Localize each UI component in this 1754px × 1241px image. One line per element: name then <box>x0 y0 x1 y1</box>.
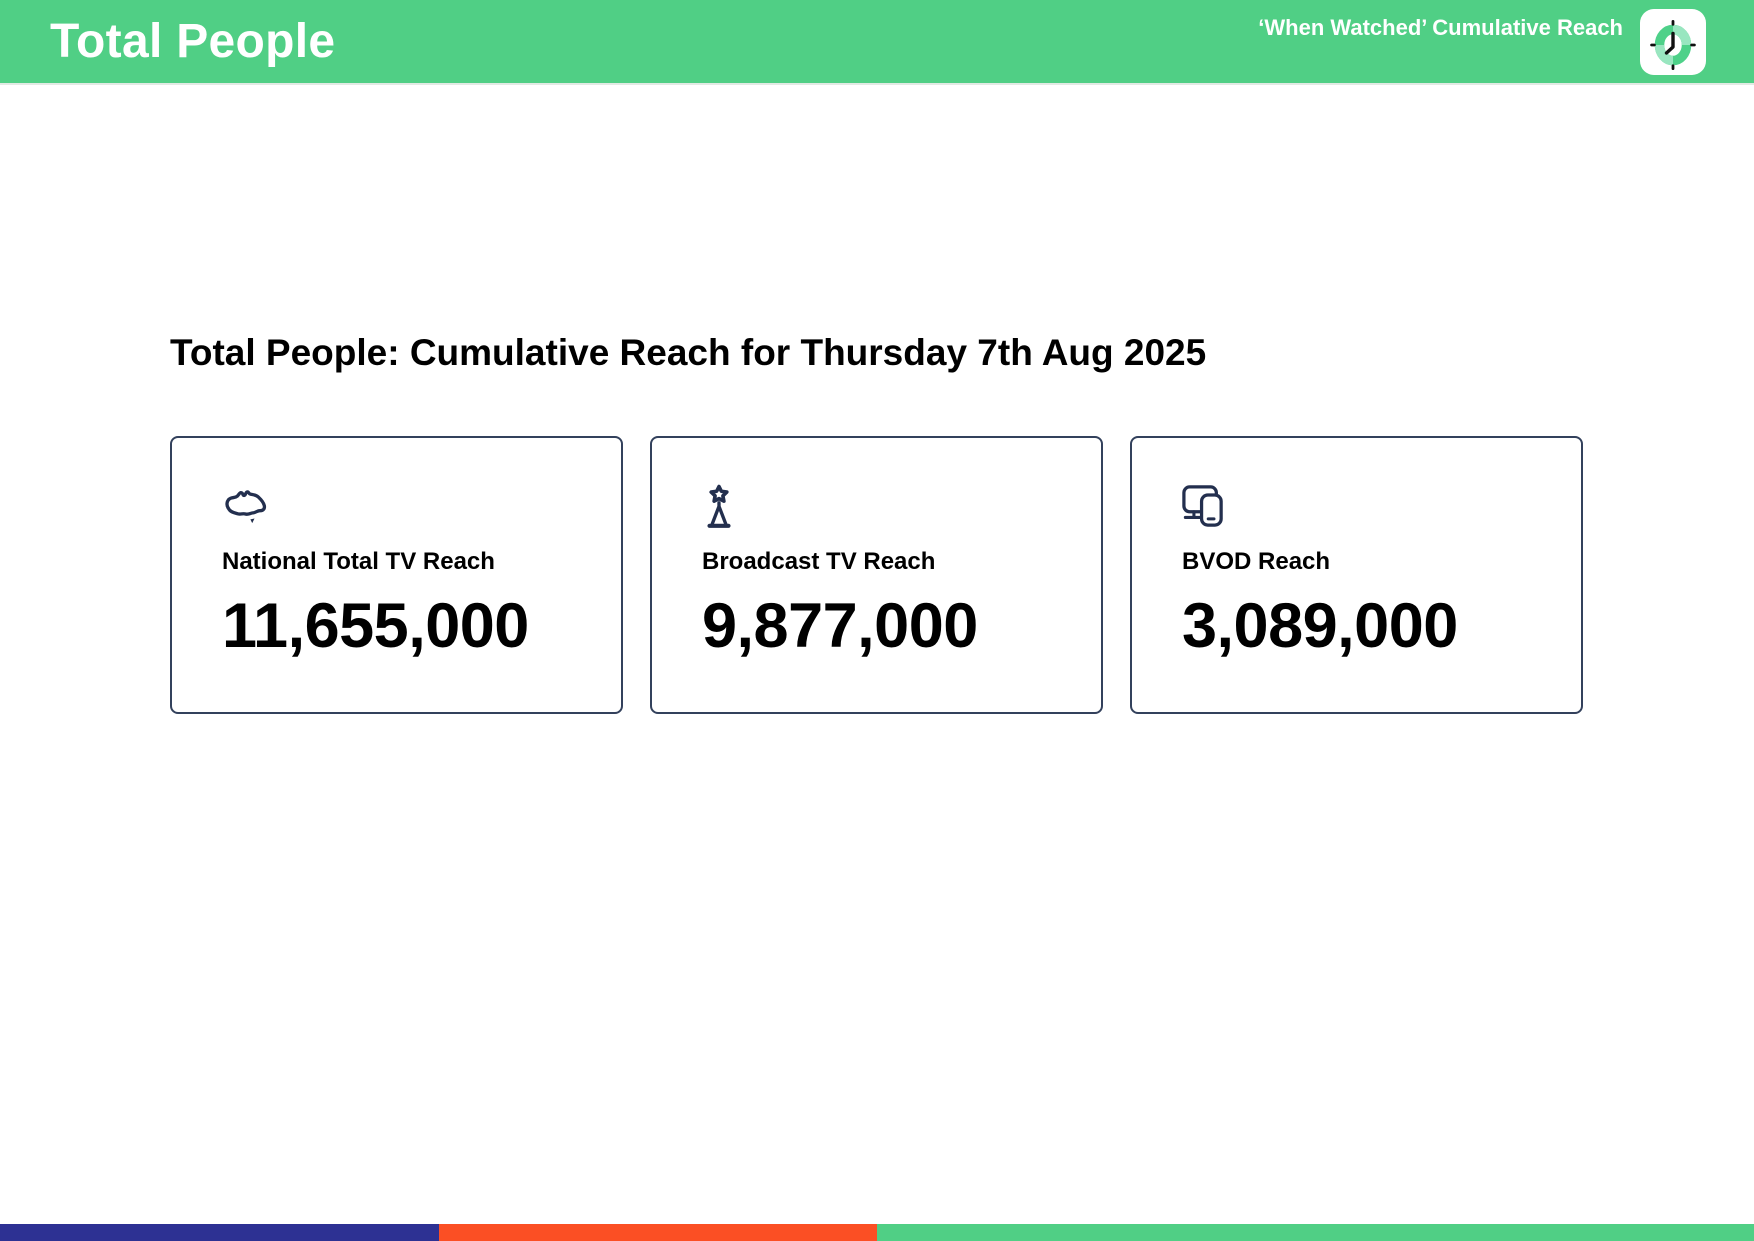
stat-card-label: Broadcast TV Reach <box>702 548 936 576</box>
stat-card-value: 9,877,000 <box>702 591 978 662</box>
stat-card-broadcast-tv: Broadcast TV Reach 9,877,000 <box>650 436 1103 715</box>
page-title: Total People <box>50 15 336 68</box>
footer-bar <box>0 1224 1754 1241</box>
broadcast-tower-icon <box>702 484 1073 532</box>
main-content: Total People: Cumulative Reach for Thurs… <box>0 85 1754 715</box>
app-header: Total People ‘When Watched’ Cumulative R… <box>0 0 1754 85</box>
stat-card-label: BVOD Reach <box>1182 548 1331 576</box>
stat-card-national-total-tv: National Total TV Reach 11,655,000 <box>170 436 623 715</box>
section-title: Total People: Cumulative Reach for Thurs… <box>170 332 1207 373</box>
footer-segment-orange <box>438 1224 877 1241</box>
stat-cards: National Total TV Reach 11,655,000 Broad… <box>170 436 1585 715</box>
footer-segment-green <box>877 1224 1754 1241</box>
clock-icon <box>1640 9 1706 75</box>
footer-segment-navy <box>0 1224 439 1241</box>
stat-card-value: 3,089,000 <box>1182 591 1458 662</box>
stat-card-bvod: BVOD Reach 3,089,000 <box>1130 436 1583 715</box>
stat-card-label: National Total TV Reach <box>222 548 495 576</box>
stat-card-value: 11,655,000 <box>222 591 529 662</box>
australia-map-icon <box>222 484 593 532</box>
header-subtitle: ‘When Watched’ Cumulative Reach <box>1258 15 1623 40</box>
header-right: ‘When Watched’ Cumulative Reach <box>1258 0 1706 83</box>
devices-icon <box>1182 484 1553 532</box>
